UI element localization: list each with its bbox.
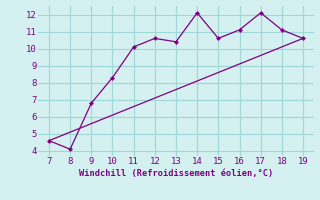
X-axis label: Windchill (Refroidissement éolien,°C): Windchill (Refroidissement éolien,°C) [79, 169, 273, 178]
